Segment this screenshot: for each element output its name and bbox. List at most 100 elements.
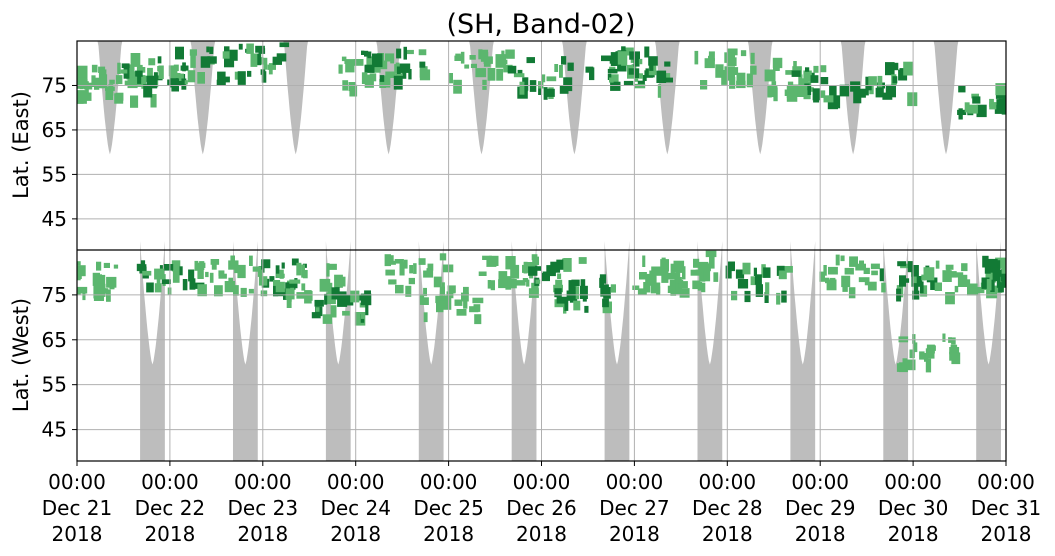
activity-cell: [721, 75, 728, 85]
activity-cell: [522, 278, 528, 282]
y-tick-label: 65: [42, 328, 67, 352]
chart-title: (SH, Band-02): [446, 9, 635, 40]
activity-cell: [217, 71, 226, 82]
activity-cell: [700, 80, 708, 90]
activity-cell: [98, 69, 107, 79]
activity-cell: [601, 55, 612, 62]
activity-cell: [657, 84, 662, 98]
activity-cell: [257, 269, 263, 277]
activity-cell: [664, 61, 671, 67]
activity-cell: [925, 358, 932, 373]
activity-cell: [115, 92, 124, 101]
activity-cell: [897, 261, 907, 267]
activity-cell: [903, 61, 914, 76]
activity-cell: [276, 273, 285, 278]
activity-cell: [247, 70, 252, 77]
activity-cell: [764, 292, 769, 303]
activity-cell: [550, 261, 561, 273]
activity-patch: [819, 254, 880, 299]
activity-cell: [914, 284, 919, 293]
activity-cell: [644, 46, 650, 58]
activity-cell: [818, 90, 826, 98]
y-tick-label: 45: [42, 207, 67, 231]
activity-cell: [137, 64, 143, 71]
activity-cell: [898, 69, 908, 81]
activity-cell: [470, 63, 477, 68]
activity-cell: [868, 76, 877, 86]
activity-cell: [469, 55, 476, 60]
activity-cell: [396, 48, 402, 59]
activity-cell: [387, 255, 394, 265]
x-tick-label: 00:00 Dec 22 2018: [135, 470, 206, 546]
activity-cell: [990, 279, 995, 292]
activity-cell: [737, 279, 749, 289]
activity-cell: [532, 256, 539, 266]
activity-cell: [810, 87, 814, 92]
activity-cell: [989, 102, 997, 110]
activity-cell: [813, 65, 819, 73]
activity-cell: [669, 279, 676, 293]
activity-cell: [360, 293, 372, 306]
activity-cell: [77, 270, 81, 281]
activity-cell: [735, 269, 745, 279]
activity-cell: [426, 268, 432, 273]
activity-cell: [996, 99, 1006, 113]
activity-cell: [399, 63, 411, 73]
activity-cell: [200, 56, 211, 68]
activity-cell: [267, 64, 276, 70]
activity-cell: [91, 64, 98, 73]
activity-cell: [130, 53, 141, 67]
activity-cell: [537, 266, 542, 271]
activity-cell: [354, 312, 366, 326]
activity-cell: [423, 312, 428, 323]
activity-cell: [456, 309, 467, 316]
activity-cell: [498, 271, 508, 284]
y-axis-label-west: Lat. (West): [9, 298, 33, 412]
activity-cell: [442, 264, 454, 273]
activity-cell: [724, 52, 735, 63]
activity-cell: [545, 88, 555, 97]
activity-cell: [648, 56, 658, 66]
activity-cell: [409, 265, 414, 274]
activity-cell: [962, 279, 971, 287]
activity-cell: [573, 300, 581, 311]
activity-cell: [998, 286, 1004, 293]
activity-cell: [701, 282, 706, 293]
activity-patch: [275, 262, 346, 308]
activity-cell: [84, 92, 92, 101]
activity-cell: [810, 72, 815, 77]
activity-cell: [383, 75, 391, 85]
activity-cell: [858, 277, 870, 283]
activity-cell: [906, 359, 916, 371]
activity-cell: [334, 276, 346, 287]
activity-cell: [607, 68, 618, 74]
activity-cell: [172, 270, 180, 283]
x-tick-label: 00:00 Dec 28 2018: [692, 470, 763, 546]
x-tick-label: 00:00 Dec 27 2018: [599, 470, 670, 546]
activity-cell: [285, 282, 296, 290]
activity-cell: [692, 280, 701, 290]
daylight-region-west: [697, 241, 723, 461]
activity-cell: [541, 273, 550, 282]
activity-patch: [77, 261, 119, 302]
activity-cell: [912, 334, 916, 344]
activity-cell: [623, 80, 634, 86]
activity-cell: [563, 77, 573, 92]
activity-cell: [508, 279, 517, 289]
activity-cell: [319, 278, 331, 292]
activity-cell: [971, 93, 979, 99]
activity-cell: [109, 79, 115, 84]
activity-cell: [189, 278, 196, 290]
activity-cell: [405, 285, 412, 297]
activity-cell: [694, 50, 699, 65]
activity-cell: [418, 258, 426, 265]
activity-cell: [77, 265, 86, 277]
activity-cell: [233, 285, 239, 296]
plot-area: [76, 40, 1007, 462]
activity-patch: [311, 287, 372, 326]
activity-cell: [826, 279, 837, 291]
activity-cell: [246, 43, 254, 54]
activity-cell: [237, 264, 246, 279]
x-tick-label: 00:00 Dec 21 2018: [42, 470, 113, 546]
activity-patch: [957, 83, 1006, 120]
